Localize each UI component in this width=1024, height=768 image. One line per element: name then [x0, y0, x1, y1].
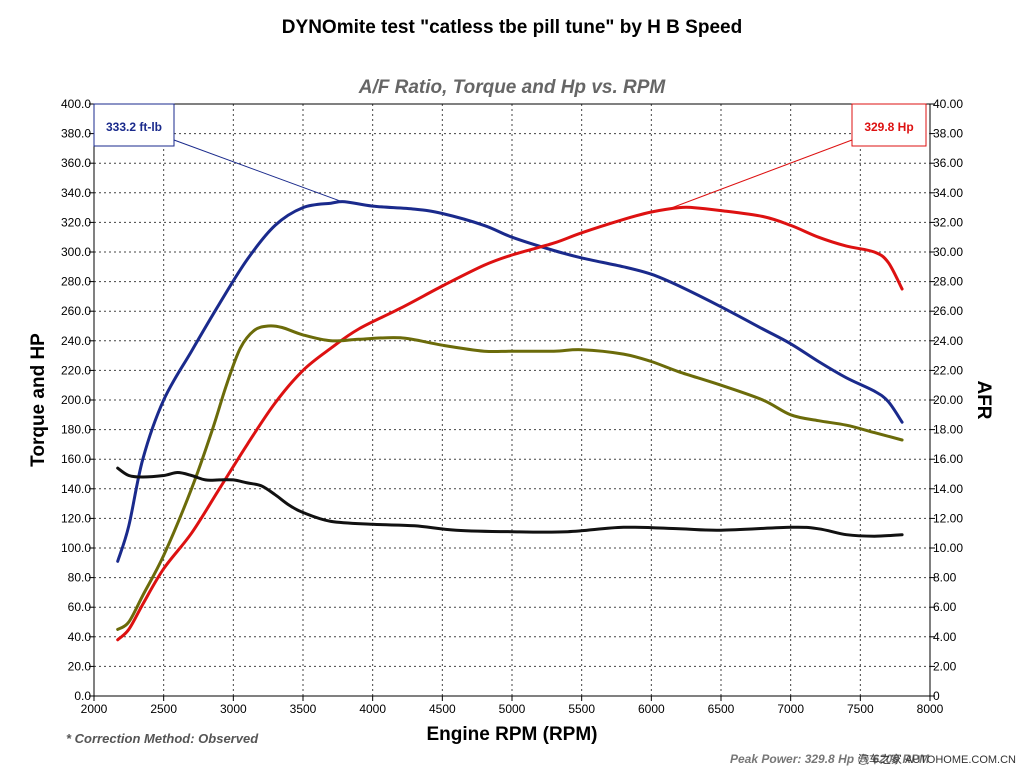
y-right-tick-label: 38.00: [933, 127, 963, 141]
y-left-tick-label: 20.0: [68, 659, 92, 673]
x-tick-label: 5000: [499, 702, 526, 716]
y-right-tick-label: 12.00: [933, 511, 963, 525]
afr-series-line: [116, 324, 904, 631]
y-right-tick-label: 26.00: [933, 304, 963, 318]
y-right-tick-label: 14.00: [933, 482, 963, 496]
y-left-tick-label: 160.0: [61, 452, 91, 466]
x-tick-label: 8000: [917, 702, 944, 716]
y-left-tick-label: 320.0: [61, 215, 91, 229]
hp-peak-callout-label: 329.8 Hp: [864, 120, 913, 134]
y-left-tick-label: 60.0: [68, 600, 92, 614]
y-right-tick-label: 0: [933, 689, 940, 703]
y-right-tick-label: 32.00: [933, 215, 963, 229]
y-left-tick-label: 360.0: [61, 156, 91, 170]
y-left-tick-label: 80.0: [68, 571, 92, 585]
y-right-tick-label: 8.00: [933, 571, 957, 585]
y-left-tick-label: 220.0: [61, 363, 91, 377]
y-left-tick-label: 40.0: [68, 630, 92, 644]
torque-peak-callout-box: [93, 103, 175, 147]
y-axis-left-label: Torque and HP: [28, 333, 49, 467]
y-left-tick-label: 300.0: [61, 245, 91, 259]
y-right-tick-label: 36.00: [933, 156, 963, 170]
y-left-tick-label: 280.0: [61, 275, 91, 289]
x-tick-label: 7500: [847, 702, 874, 716]
y-right-tick-label: 40.00: [933, 97, 963, 111]
y-right-tick-label: 22.00: [933, 363, 963, 377]
hp-peak-callout-box: [851, 103, 927, 147]
y-right-tick-label: 20.00: [933, 393, 963, 407]
x-tick-label: 4000: [359, 702, 386, 716]
chart-title: DYNOmite test "catless tbe pill tune" by…: [282, 17, 742, 38]
y-left-tick-label: 100.0: [61, 541, 91, 555]
y-right-tick-label: 18.00: [933, 423, 963, 437]
y-left-tick-label: 120.0: [61, 511, 91, 525]
afr-secondary-series-line: [116, 466, 904, 538]
y-right-tick-label: 34.00: [933, 186, 963, 200]
y-left-tick-label: 240.0: [61, 334, 91, 348]
y-right-tick-label: 16.00: [933, 452, 963, 466]
torque-series-line: [116, 200, 904, 563]
y-left-tick-label: 380.0: [61, 127, 91, 141]
x-axis-label: Engine RPM (RPM): [427, 724, 598, 745]
x-tick-label: 6000: [638, 702, 665, 716]
y-right-tick-label: 6.00: [933, 600, 957, 614]
x-tick-label: 4500: [429, 702, 456, 716]
y-left-tick-label: 340.0: [61, 186, 91, 200]
x-tick-label: 7000: [777, 702, 804, 716]
y-left-tick-label: 140.0: [61, 482, 91, 496]
hp-peak-callout-leader: [672, 139, 853, 209]
torque-peak-callout-leader: [173, 139, 343, 203]
annotations: 333.2 ft-lb 329.8 Hp: [93, 103, 927, 209]
y-left-tick-label: 180.0: [61, 423, 91, 437]
y-right-tick-label: 28.00: [933, 275, 963, 289]
axes: 2000 2500 3000 3500 4000 4500 5000 5500 6000 6500…: [61, 97, 963, 716]
peak-power-note: Peak Power: 329.8 Hp @ 6200 RPM: [730, 752, 930, 766]
watermark: 汽车之家 AUTOHOME.COM.CN: [858, 752, 1016, 766]
hp-series-line: [116, 205, 904, 642]
x-tick-label: 6500: [708, 702, 735, 716]
y-right-tick-label: 24.00: [933, 334, 963, 348]
correction-footnote: * Correction Method: Observed: [66, 731, 259, 746]
y-left-tick-label: 0.0: [74, 689, 91, 703]
x-tick-label: 3500: [290, 702, 317, 716]
x-tick-label: 2000: [81, 702, 108, 716]
torque-peak-callout-label: 333.2 ft-lb: [106, 120, 162, 134]
y-right-tick-label: 10.00: [933, 541, 963, 555]
y-axis-right-label: AFR: [973, 380, 994, 419]
chart-subtitle: A/F Ratio, Torque and Hp vs. RPM: [358, 77, 667, 98]
y-left-tick-label: 200.0: [61, 393, 91, 407]
y-right-tick-label: 4.00: [933, 630, 957, 644]
y-right-tick-label: 2.00: [933, 659, 957, 673]
y-left-tick-label: 400.0: [61, 97, 91, 111]
x-tick-label: 2500: [150, 702, 177, 716]
y-left-tick-label: 260.0: [61, 304, 91, 318]
y-right-tick-label: 30.00: [933, 245, 963, 259]
x-tick-label: 5500: [568, 702, 595, 716]
x-tick-label: 3000: [220, 702, 247, 716]
series: [116, 200, 904, 642]
